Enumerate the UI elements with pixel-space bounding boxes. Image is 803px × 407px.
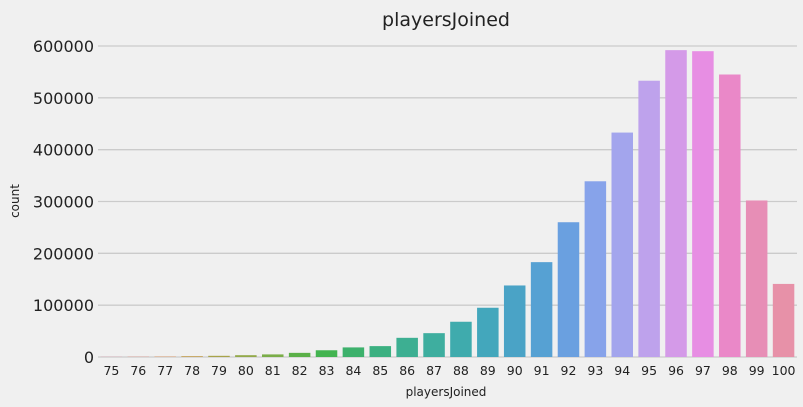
bar-86 [396, 337, 418, 357]
bar-85 [369, 346, 392, 357]
y-tick-label: 0 [84, 348, 94, 367]
bar-78 [181, 356, 203, 357]
bar-82 [288, 352, 311, 357]
x-tick-labels: 75 76 77 78 79 80 81 82 83 84 85 86 87 88 89 90 91 92 93 94… [103, 363, 795, 378]
x-tick-label: 81 [265, 363, 281, 378]
bars [100, 50, 795, 357]
x-tick-label: 91 [534, 363, 550, 378]
bar-99 [745, 200, 768, 357]
bar-81 [261, 354, 284, 357]
bar-95 [638, 80, 660, 357]
bar-87 [423, 333, 445, 357]
x-tick-label: 77 [157, 363, 173, 378]
x-tick-label: 75 [103, 363, 119, 378]
x-tick-label: 90 [507, 363, 523, 378]
bar-94 [611, 132, 634, 357]
y-tick-label: 300000 [33, 193, 94, 212]
bar-84 [342, 347, 365, 357]
x-tick-label: 99 [749, 363, 765, 378]
y-axis-label: count [8, 184, 22, 218]
x-tick-label: 85 [372, 363, 388, 378]
x-tick-label: 95 [641, 363, 657, 378]
bar-92 [557, 222, 580, 357]
x-tick-label: 96 [668, 363, 684, 378]
x-tick-label: 94 [614, 363, 630, 378]
y-tick-label: 500000 [33, 89, 94, 108]
x-tick-label: 100 [772, 363, 796, 378]
bar-89 [477, 307, 499, 357]
y-tick-label: 100000 [33, 296, 94, 315]
bar-79 [208, 355, 230, 357]
bar-100 [772, 283, 795, 357]
bar-91 [530, 262, 553, 357]
x-tick-label: 98 [722, 363, 738, 378]
x-tick-label: 89 [480, 363, 496, 378]
x-tick-label: 84 [345, 363, 361, 378]
bar-90 [503, 285, 526, 357]
x-axis-label: playersJoined [406, 385, 487, 399]
bar-80 [235, 355, 257, 357]
x-tick-label: 86 [399, 363, 415, 378]
y-tick-label: 200000 [33, 244, 94, 263]
x-tick-label: 88 [453, 363, 469, 378]
x-tick-label: 97 [695, 363, 711, 378]
x-tick-label: 79 [211, 363, 227, 378]
x-tick-label: 83 [319, 363, 335, 378]
bar-98 [719, 74, 741, 357]
y-tick-label: 400000 [33, 141, 94, 160]
chart-title: playersJoined [382, 9, 510, 31]
x-tick-label: 92 [561, 363, 577, 378]
bar-83 [315, 350, 338, 357]
x-tick-label: 78 [184, 363, 200, 378]
bar-96 [665, 50, 687, 357]
x-tick-label: 87 [426, 363, 442, 378]
x-tick-label: 76 [130, 363, 146, 378]
bar-88 [450, 321, 472, 357]
x-tick-label: 93 [587, 363, 603, 378]
x-tick-label: 80 [238, 363, 254, 378]
bar-97 [692, 51, 714, 357]
bar-93 [584, 181, 607, 357]
y-tick-label: 600000 [33, 37, 94, 56]
y-tick-labels: 0 100000 200000 300000 400000 500000 600000 [33, 37, 94, 367]
x-tick-label: 82 [292, 363, 308, 378]
